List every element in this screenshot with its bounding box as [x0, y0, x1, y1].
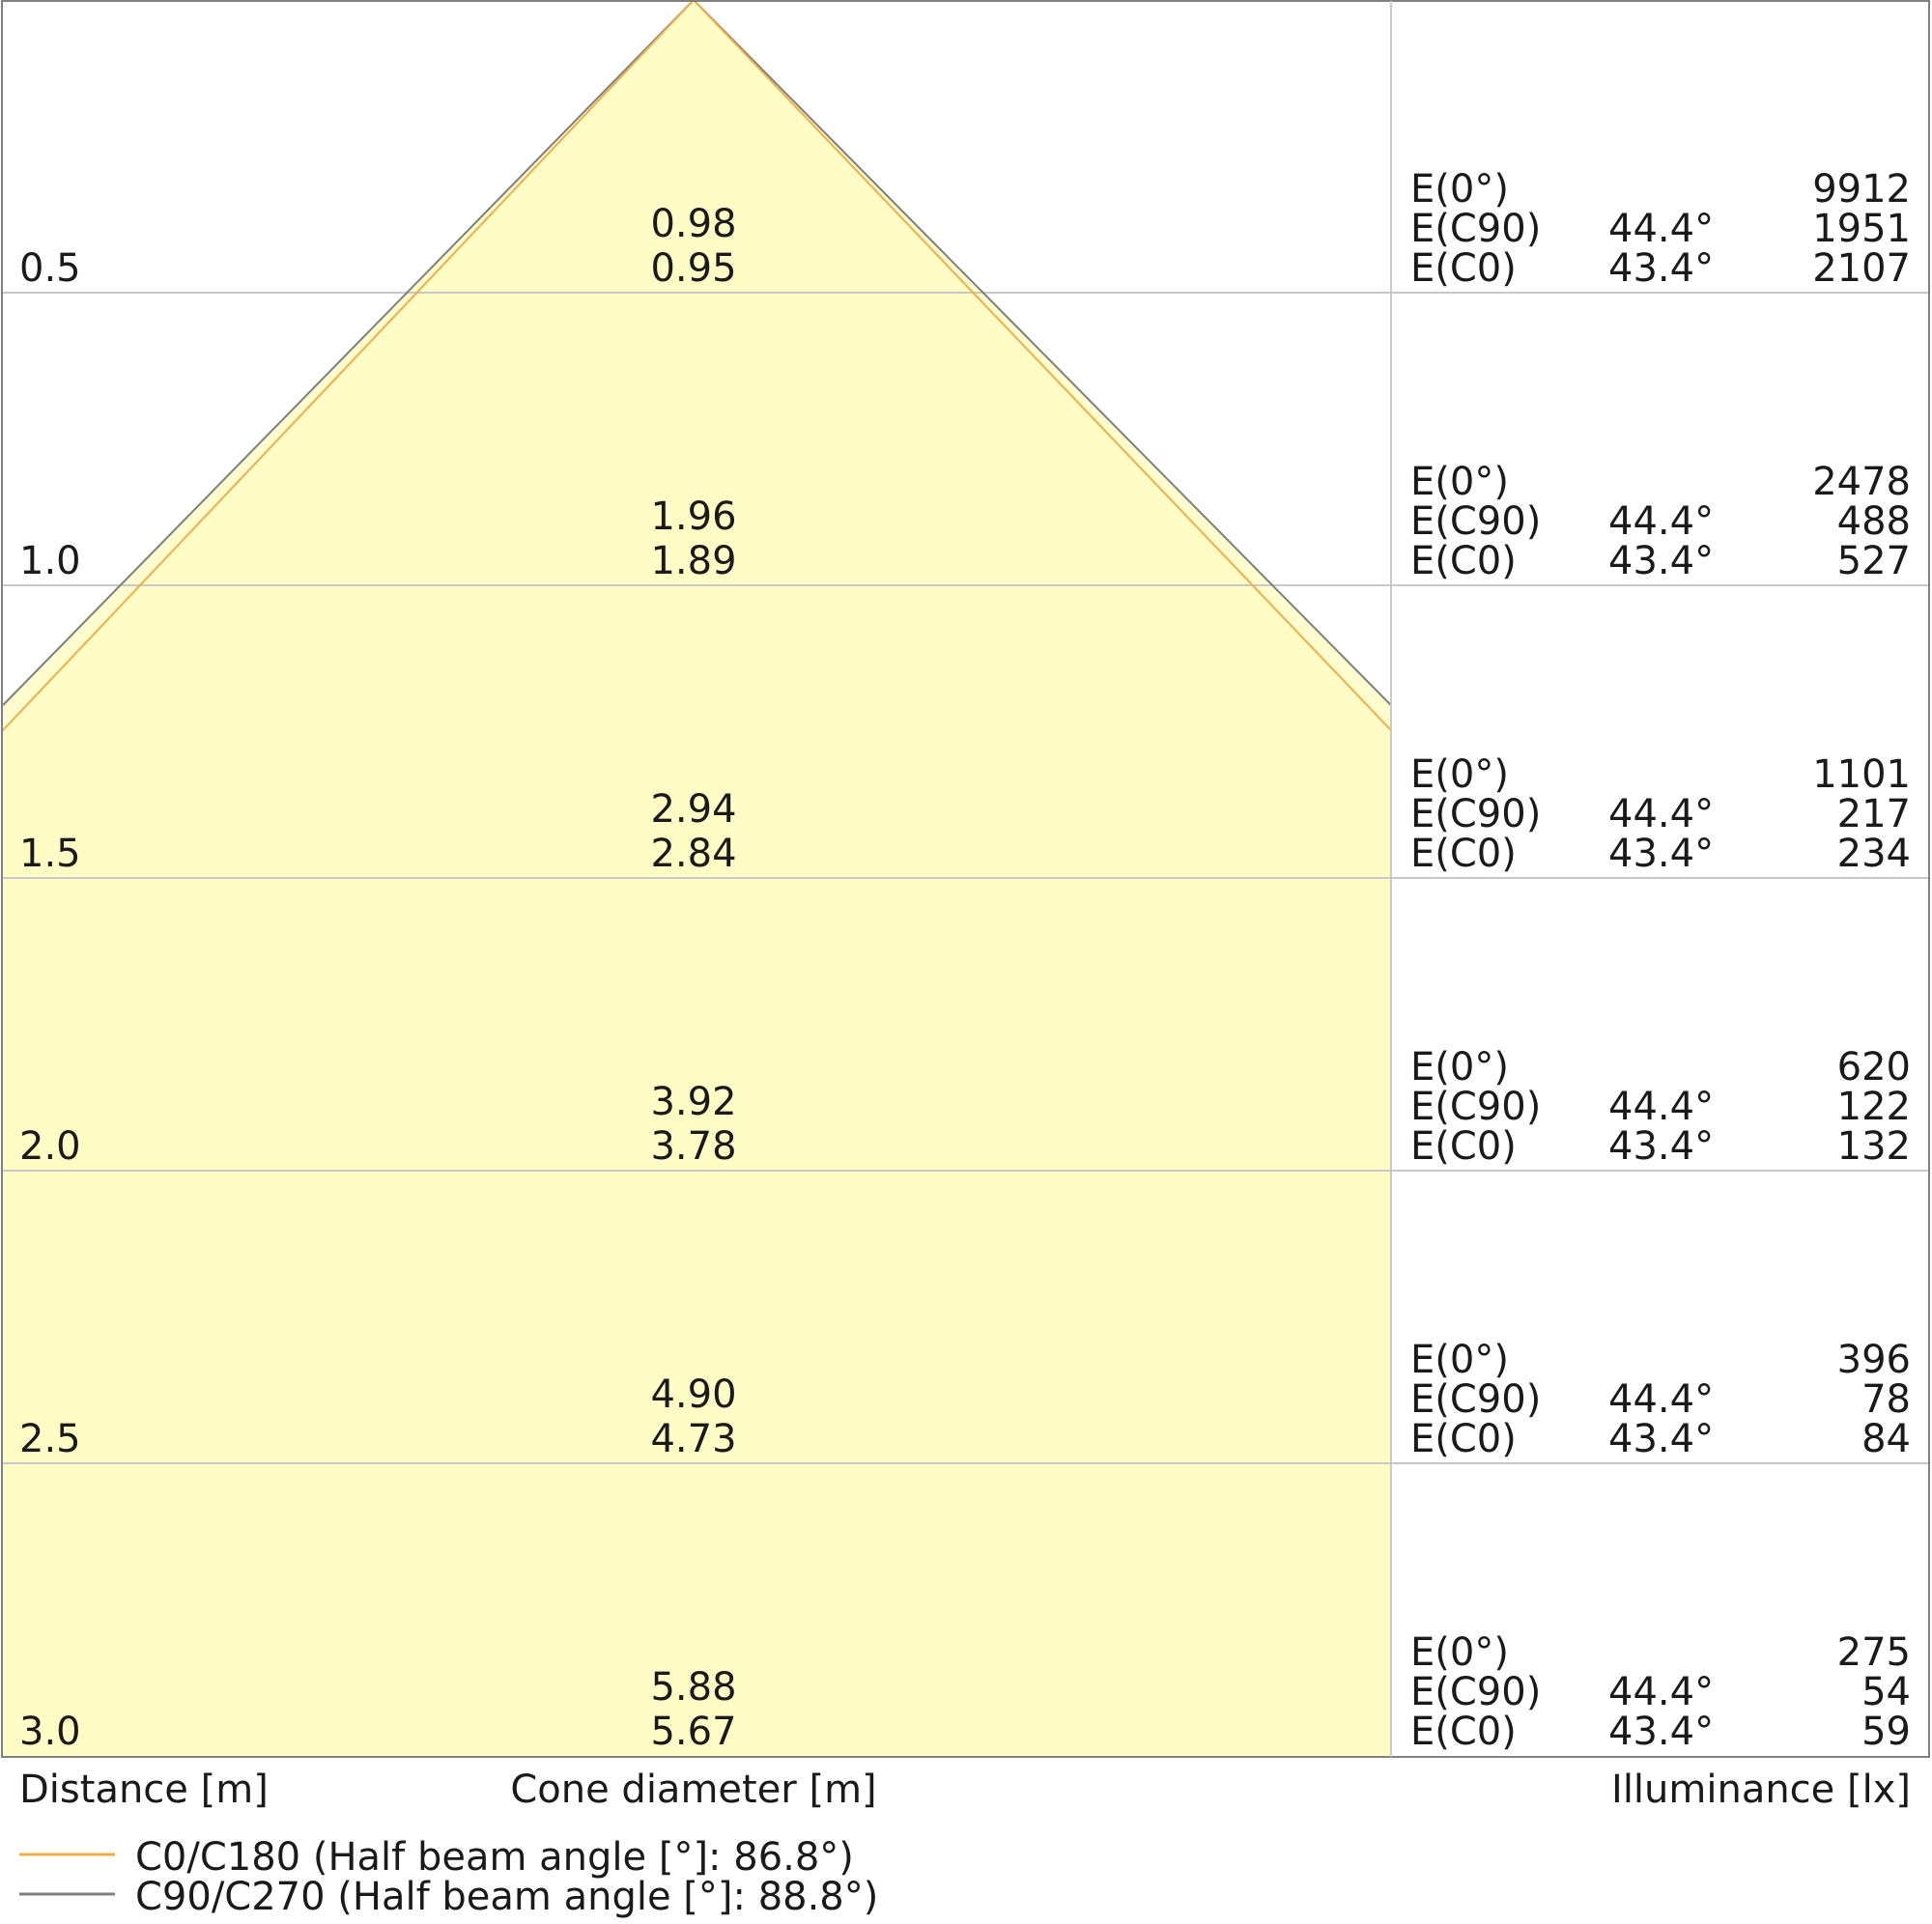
cone-diameter-c0: 4.73: [650, 1417, 736, 1461]
angle-c0: 43.4°: [1608, 1710, 1714, 1754]
illuminance-ec0: 59: [1861, 1710, 1911, 1754]
illuminance-label-ec90: E(C90): [1410, 499, 1541, 544]
cone-diameter-c0: 3.78: [650, 1124, 736, 1169]
cone-diameter-c0: 2.84: [650, 832, 736, 876]
illuminance-e0: 9912: [1812, 167, 1911, 212]
angle-c90: 44.4°: [1608, 1670, 1714, 1714]
distance-tick-label: 2.0: [19, 1124, 81, 1169]
angle-c90: 44.4°: [1608, 792, 1714, 836]
angle-c0: 43.4°: [1608, 1417, 1714, 1461]
angle-c0: 43.4°: [1608, 1124, 1714, 1169]
illuminance-label-e0: E(0°): [1410, 752, 1509, 797]
cone-diameter-c0: 1.89: [650, 539, 736, 583]
illuminance-e0: 275: [1837, 1630, 1911, 1675]
illuminance-e0: 396: [1837, 1338, 1911, 1382]
x-label-illuminance: Illuminance [lx]: [1611, 1768, 1911, 1812]
illuminance-label-ec90: E(C90): [1410, 1670, 1541, 1714]
cone-diameter-c90: 3.92: [650, 1080, 736, 1124]
legend: C0/C180 (Half beam angle [°]: 86.8°) C90…: [19, 1835, 878, 1919]
distance-tick-label: 1.0: [19, 539, 81, 583]
chart-frame: [1, 0, 1930, 1758]
angle-c90: 44.4°: [1608, 499, 1714, 544]
cone-diameter-c90: 5.88: [650, 1665, 736, 1710]
illuminance-ec90: 1951: [1812, 207, 1911, 251]
illuminance-label-e0: E(0°): [1410, 1630, 1509, 1675]
illuminance-ec90: 78: [1861, 1377, 1911, 1422]
illuminance-ec90: 122: [1837, 1085, 1911, 1129]
cone-edge-c0: [2, 0, 1392, 731]
illuminance-ec0: 527: [1837, 539, 1911, 583]
distance-tick-label: 3.0: [19, 1710, 81, 1754]
x-label-distance: Distance [m]: [19, 1768, 269, 1812]
illuminance-label-ec90: E(C90): [1410, 1377, 1541, 1422]
illuminance-label-e0: E(0°): [1410, 167, 1509, 212]
illuminance-e0: 620: [1837, 1045, 1911, 1089]
angle-c90: 44.4°: [1608, 1085, 1714, 1129]
angle-c0: 43.4°: [1608, 832, 1714, 876]
illuminance-ec90: 488: [1837, 499, 1911, 544]
illuminance-ec90: 217: [1837, 792, 1911, 836]
cone-diameter-c90: 4.90: [650, 1372, 736, 1417]
x-label-cone-diameter: Cone diameter [m]: [510, 1768, 876, 1812]
distance-tick-label: 0.5: [19, 246, 81, 291]
illuminance-ec0: 234: [1837, 832, 1911, 876]
cone-diameter-c90: 1.96: [650, 495, 736, 539]
illuminance-label-ec0: E(C0): [1410, 1417, 1517, 1461]
illuminance-label-ec0: E(C0): [1410, 1124, 1517, 1169]
illuminance-e0: 2478: [1812, 460, 1911, 504]
legend-label-c0: C0/C180 (Half beam angle [°]: 86.8°): [135, 1835, 854, 1880]
illuminance-ec0: 2107: [1812, 246, 1911, 291]
illuminance-label-ec0: E(C0): [1410, 1710, 1517, 1754]
angle-c90: 44.4°: [1608, 1377, 1714, 1422]
illuminance-e0: 1101: [1812, 752, 1911, 797]
illuminance-label-ec90: E(C90): [1410, 207, 1541, 251]
illuminance-ec0: 84: [1861, 1417, 1911, 1461]
illuminance-ec0: 132: [1837, 1124, 1911, 1169]
cone-diameter-c90: 2.94: [650, 787, 736, 832]
illuminance-label-e0: E(0°): [1410, 1338, 1509, 1382]
illuminance-label-ec90: E(C90): [1410, 792, 1541, 836]
cone-diameter-c90: 0.98: [650, 202, 736, 246]
illuminance-ec90: 54: [1861, 1670, 1911, 1714]
illuminance-label-e0: E(0°): [1410, 460, 1509, 504]
distance-tick-label: 2.5: [19, 1417, 81, 1461]
illuminance-label-e0: E(0°): [1410, 1045, 1509, 1089]
legend-label-c90: C90/C270 (Half beam angle [°]: 88.8°): [135, 1875, 878, 1919]
cone-edge-c90: [2, 0, 1392, 706]
cone-diameter-c0: 0.95: [650, 246, 736, 291]
angle-c0: 43.4°: [1608, 539, 1714, 583]
illuminance-label-ec90: E(C90): [1410, 1085, 1541, 1129]
illuminance-label-ec0: E(C0): [1410, 539, 1517, 583]
angle-c0: 43.4°: [1608, 246, 1714, 291]
distance-tick-label: 1.5: [19, 832, 81, 876]
illuminance-label-ec0: E(C0): [1410, 246, 1517, 291]
illuminance-label-ec0: E(C0): [1410, 832, 1517, 876]
angle-c90: 44.4°: [1608, 207, 1714, 251]
cone-diameter-c0: 5.67: [650, 1710, 736, 1754]
